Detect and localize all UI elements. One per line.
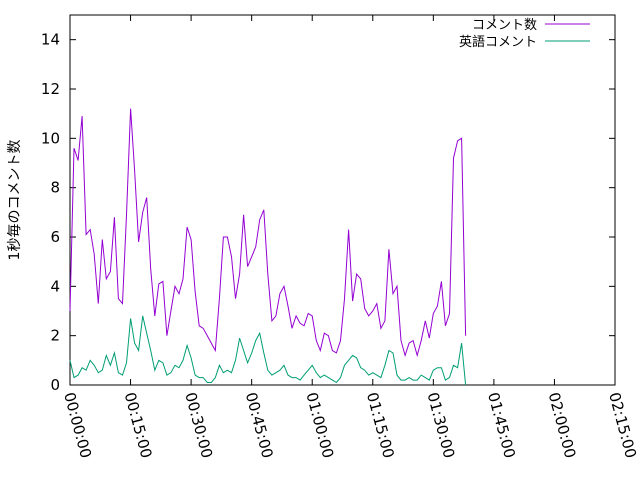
y-tick-label: 6 bbox=[50, 228, 60, 246]
legend-label-comments: コメント数 bbox=[472, 18, 537, 33]
x-tick-label: 01:30:00 bbox=[423, 390, 458, 460]
series-line-0 bbox=[69, 108, 467, 358]
x-tick-label: 01:15:00 bbox=[363, 390, 398, 460]
axis-ticks bbox=[69, 15, 616, 386]
series-lines bbox=[69, 108, 467, 386]
legend-label-english-comments: 英語コメント bbox=[459, 34, 537, 50]
y-tick-label: 4 bbox=[50, 277, 60, 295]
x-tick-label: 00:45:00 bbox=[242, 390, 277, 460]
x-tick-label: 01:45:00 bbox=[484, 390, 519, 460]
x-tick-labels: 00:00:00 00:15:00 00:30:00 00:45:00 01:00:00… bbox=[60, 390, 640, 460]
x-tick-label: 01:00:00 bbox=[302, 390, 337, 460]
plot-frame bbox=[69, 14, 616, 386]
y-axis-label: 1秒毎のコメント数 bbox=[7, 140, 23, 261]
y-tick-label: 12 bbox=[41, 80, 60, 98]
x-tick-label: 02:15:00 bbox=[605, 390, 640, 460]
x-tick-label: 00:30:00 bbox=[181, 390, 216, 460]
legend: コメント数 英語コメント bbox=[459, 18, 590, 50]
x-tick-label: 02:00:00 bbox=[545, 390, 580, 460]
y-tick-label: 10 bbox=[41, 129, 60, 147]
y-tick-label: 14 bbox=[41, 31, 60, 49]
x-tick-label: 00:00:00 bbox=[60, 390, 95, 460]
y-tick-label: 2 bbox=[50, 327, 60, 345]
y-tick-labels: 0 2 4 6 8 10 12 14 bbox=[41, 31, 60, 394]
y-tick-label: 8 bbox=[50, 179, 60, 197]
y-tick-label: 0 bbox=[50, 376, 60, 394]
x-tick-label: 00:15:00 bbox=[121, 390, 156, 460]
series-line-1 bbox=[69, 315, 467, 386]
